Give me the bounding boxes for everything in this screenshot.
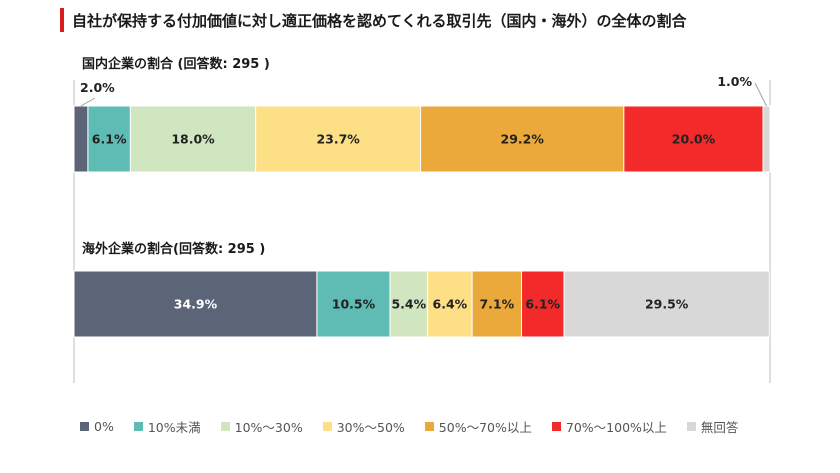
legend-swatch (686, 422, 696, 431)
label-leader-line (754, 82, 767, 107)
bar-segment (623, 105, 764, 173)
data-label: 6.1% (525, 297, 560, 312)
bar-segment (471, 270, 523, 338)
chart-title: 自社が保持する付加価値に対し適正価格を認めてくれる取引先（国内・海外）の全体の割… (72, 12, 687, 30)
legend-label: 0% (94, 419, 114, 434)
legend-item: 0% (80, 419, 114, 434)
chart-legend: 0% 10%未満 10%～30% 30%～50% 50%～70%以上 70%～100%以上… (80, 417, 758, 436)
data-label: 29.5% (645, 297, 689, 312)
data-label: 6.1% (92, 132, 127, 147)
legend-swatch (80, 422, 89, 431)
data-label: 18.0% (171, 132, 215, 147)
data-label: 23.7% (316, 132, 360, 147)
legend-label: 無回答 (700, 420, 739, 435)
bar-segment (762, 105, 771, 173)
legend-label: 10%～30% (234, 420, 303, 435)
bar-segment (316, 270, 391, 338)
legend-label: 10%未満 (147, 420, 201, 435)
data-label: 29.2% (501, 132, 545, 147)
legend-swatch (424, 422, 434, 431)
bar-segment (563, 270, 770, 338)
bar-segment (87, 105, 131, 173)
data-label: 2.0% (80, 80, 115, 95)
legend-item: 70%～100%以上 (551, 417, 667, 436)
legend-item: 50%～70%以上 (424, 417, 532, 436)
data-label: 5.4% (391, 297, 426, 312)
data-label: 6.4% (433, 297, 468, 312)
legend-item: 30%～50% (322, 417, 405, 436)
legend-label: 30%～50% (336, 420, 405, 435)
bar-segment (427, 270, 473, 338)
bar-segment (73, 270, 318, 338)
bar-segment (129, 105, 257, 173)
data-label: 10.5% (332, 297, 376, 312)
domestic-panel-title: 国内企業の割合 (回答数: 295 ) (82, 57, 270, 72)
data-label: 1.0% (717, 74, 752, 89)
legend-item: 10%～30% (220, 417, 303, 436)
legend-swatch (322, 422, 332, 431)
data-label: 7.1% (479, 297, 514, 312)
data-label: 34.9% (174, 297, 218, 312)
title-accent-bar (60, 8, 64, 32)
legend-label: 70%～100%以上 (565, 420, 667, 435)
legend-swatch (551, 422, 561, 431)
bar-segment (420, 105, 625, 173)
data-label: 20.0% (672, 132, 716, 147)
legend-label: 50%～70%以上 (438, 420, 532, 435)
overseas-panel-title: 海外企業の割合(回答数: 295 ) (82, 242, 266, 257)
legend-swatch (220, 422, 230, 431)
label-leader-line (80, 97, 96, 107)
bar-segment (389, 270, 429, 338)
legend-swatch (133, 422, 143, 431)
bar-segment (73, 105, 89, 173)
bar-segment (255, 105, 422, 173)
legend-item: 無回答 (686, 417, 739, 436)
bar-segment (521, 270, 565, 338)
legend-item: 10%未満 (133, 417, 201, 436)
